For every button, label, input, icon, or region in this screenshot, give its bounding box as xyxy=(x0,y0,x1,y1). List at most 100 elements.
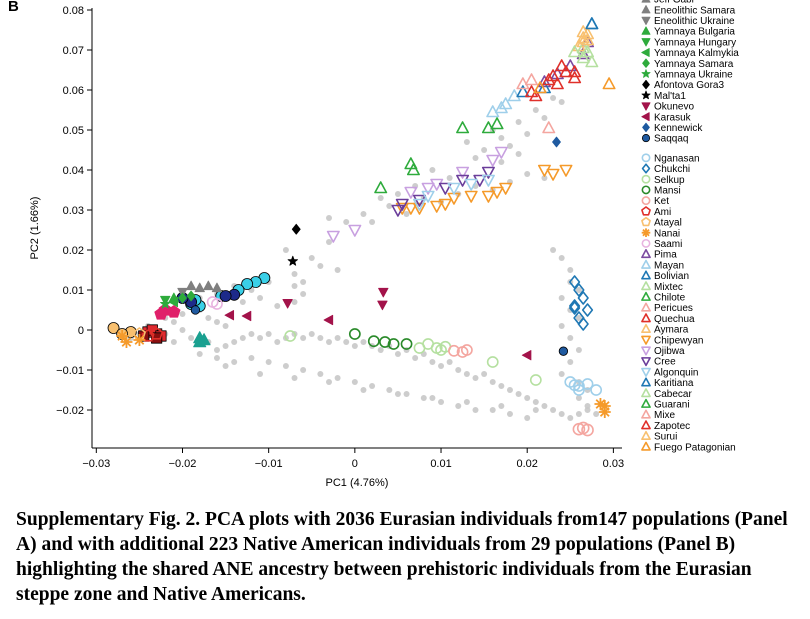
background-point xyxy=(463,399,470,405)
legend-entry: Yamnaya Samara xyxy=(642,58,734,70)
sample-marker xyxy=(197,333,211,346)
sample-marker xyxy=(552,136,561,148)
background-point xyxy=(282,363,289,369)
legend-label: Karasuk xyxy=(654,112,692,123)
background-point xyxy=(394,391,401,397)
sample-marker xyxy=(190,305,201,315)
sample-marker xyxy=(546,168,560,181)
legend-swatch xyxy=(641,163,651,174)
x-tick-label: −0.01 xyxy=(255,458,283,470)
sample-marker xyxy=(598,406,611,418)
background-point xyxy=(567,267,574,273)
sample-marker xyxy=(486,105,500,118)
sample-marker xyxy=(284,330,297,342)
sample-marker xyxy=(490,117,504,130)
background-point xyxy=(438,363,445,369)
background-point xyxy=(317,371,324,377)
background-point xyxy=(498,383,505,389)
sample-marker xyxy=(116,330,129,342)
sample-marker xyxy=(282,299,293,309)
background-point xyxy=(248,331,255,337)
background-point xyxy=(481,147,488,153)
legend-swatch xyxy=(641,196,651,206)
sample-marker xyxy=(542,73,556,86)
legend-label: Jeff Gabi xyxy=(654,0,694,6)
x-tick-label: 0 xyxy=(352,458,358,470)
background-point xyxy=(463,371,470,377)
background-point xyxy=(205,315,212,321)
sample-marker xyxy=(160,298,171,309)
sample-marker xyxy=(186,290,196,302)
background-point xyxy=(593,411,600,417)
background-point xyxy=(403,391,410,397)
background-point xyxy=(489,407,496,413)
sample-marker xyxy=(241,310,252,322)
legend-swatch xyxy=(641,441,651,451)
sample-marker xyxy=(521,350,532,361)
background-point xyxy=(455,367,462,373)
legend-swatch xyxy=(641,216,651,227)
sample-marker xyxy=(430,200,444,213)
background-point xyxy=(360,339,367,345)
legend-entry: Kennewick xyxy=(642,122,703,134)
sample-marker xyxy=(348,328,361,340)
legend-swatch xyxy=(641,249,651,259)
background-point xyxy=(265,359,272,365)
sample-marker xyxy=(323,314,334,326)
legend-label: Quechua xyxy=(654,314,695,325)
legend-entry: Bolivian xyxy=(641,270,689,282)
legend-swatch xyxy=(641,281,651,291)
sample-marker xyxy=(194,282,205,293)
background-point xyxy=(584,403,591,409)
legend-entry: Mixtec xyxy=(641,281,683,293)
background-point xyxy=(334,335,341,341)
sample-marker xyxy=(533,81,547,94)
legend-swatch xyxy=(642,79,650,90)
legend-swatch xyxy=(641,134,651,143)
sample-marker xyxy=(516,85,530,98)
background-point xyxy=(558,323,565,329)
y-tick-label: 0.03 xyxy=(63,205,84,217)
sample-marker xyxy=(211,282,223,293)
background-point xyxy=(429,395,436,401)
background-point xyxy=(567,335,574,341)
background-point xyxy=(532,407,539,413)
background-point xyxy=(506,411,513,417)
legend-entry: Mixe xyxy=(641,409,676,421)
sample-marker xyxy=(447,182,461,195)
sample-marker xyxy=(568,379,581,392)
sample-marker xyxy=(438,198,452,211)
background-point xyxy=(498,403,505,409)
legend-label: Nanai xyxy=(654,228,680,239)
background-point xyxy=(300,367,307,373)
background-point xyxy=(394,351,401,357)
background-point xyxy=(257,371,264,377)
legend-swatch xyxy=(641,291,651,301)
legend-swatch xyxy=(641,174,651,184)
background-point xyxy=(386,203,393,209)
y-tick-label: 0.01 xyxy=(63,285,84,297)
sample-marker xyxy=(581,303,594,317)
background-point xyxy=(213,355,220,361)
background-point xyxy=(325,215,332,221)
sample-marker xyxy=(241,278,254,290)
panel-label: B xyxy=(8,0,19,15)
background-point xyxy=(325,239,332,245)
legend-label: Karitiana xyxy=(654,378,694,389)
background-point xyxy=(386,387,393,393)
sample-marker xyxy=(404,186,418,199)
background-point xyxy=(369,383,376,389)
sample-marker xyxy=(133,334,146,346)
sample-marker xyxy=(435,344,447,356)
background-point xyxy=(524,171,531,177)
legend-entry: Mayan xyxy=(641,259,684,271)
background-point xyxy=(489,379,496,385)
sample-marker xyxy=(287,255,298,266)
sample-marker xyxy=(211,298,223,310)
background-point xyxy=(291,299,298,305)
sample-marker xyxy=(219,290,232,302)
legend-label: Pericues xyxy=(654,303,693,314)
sample-marker xyxy=(481,190,495,203)
x-axis-label: PC1 (4.76%) xyxy=(326,477,389,489)
legend-swatch xyxy=(641,302,651,312)
